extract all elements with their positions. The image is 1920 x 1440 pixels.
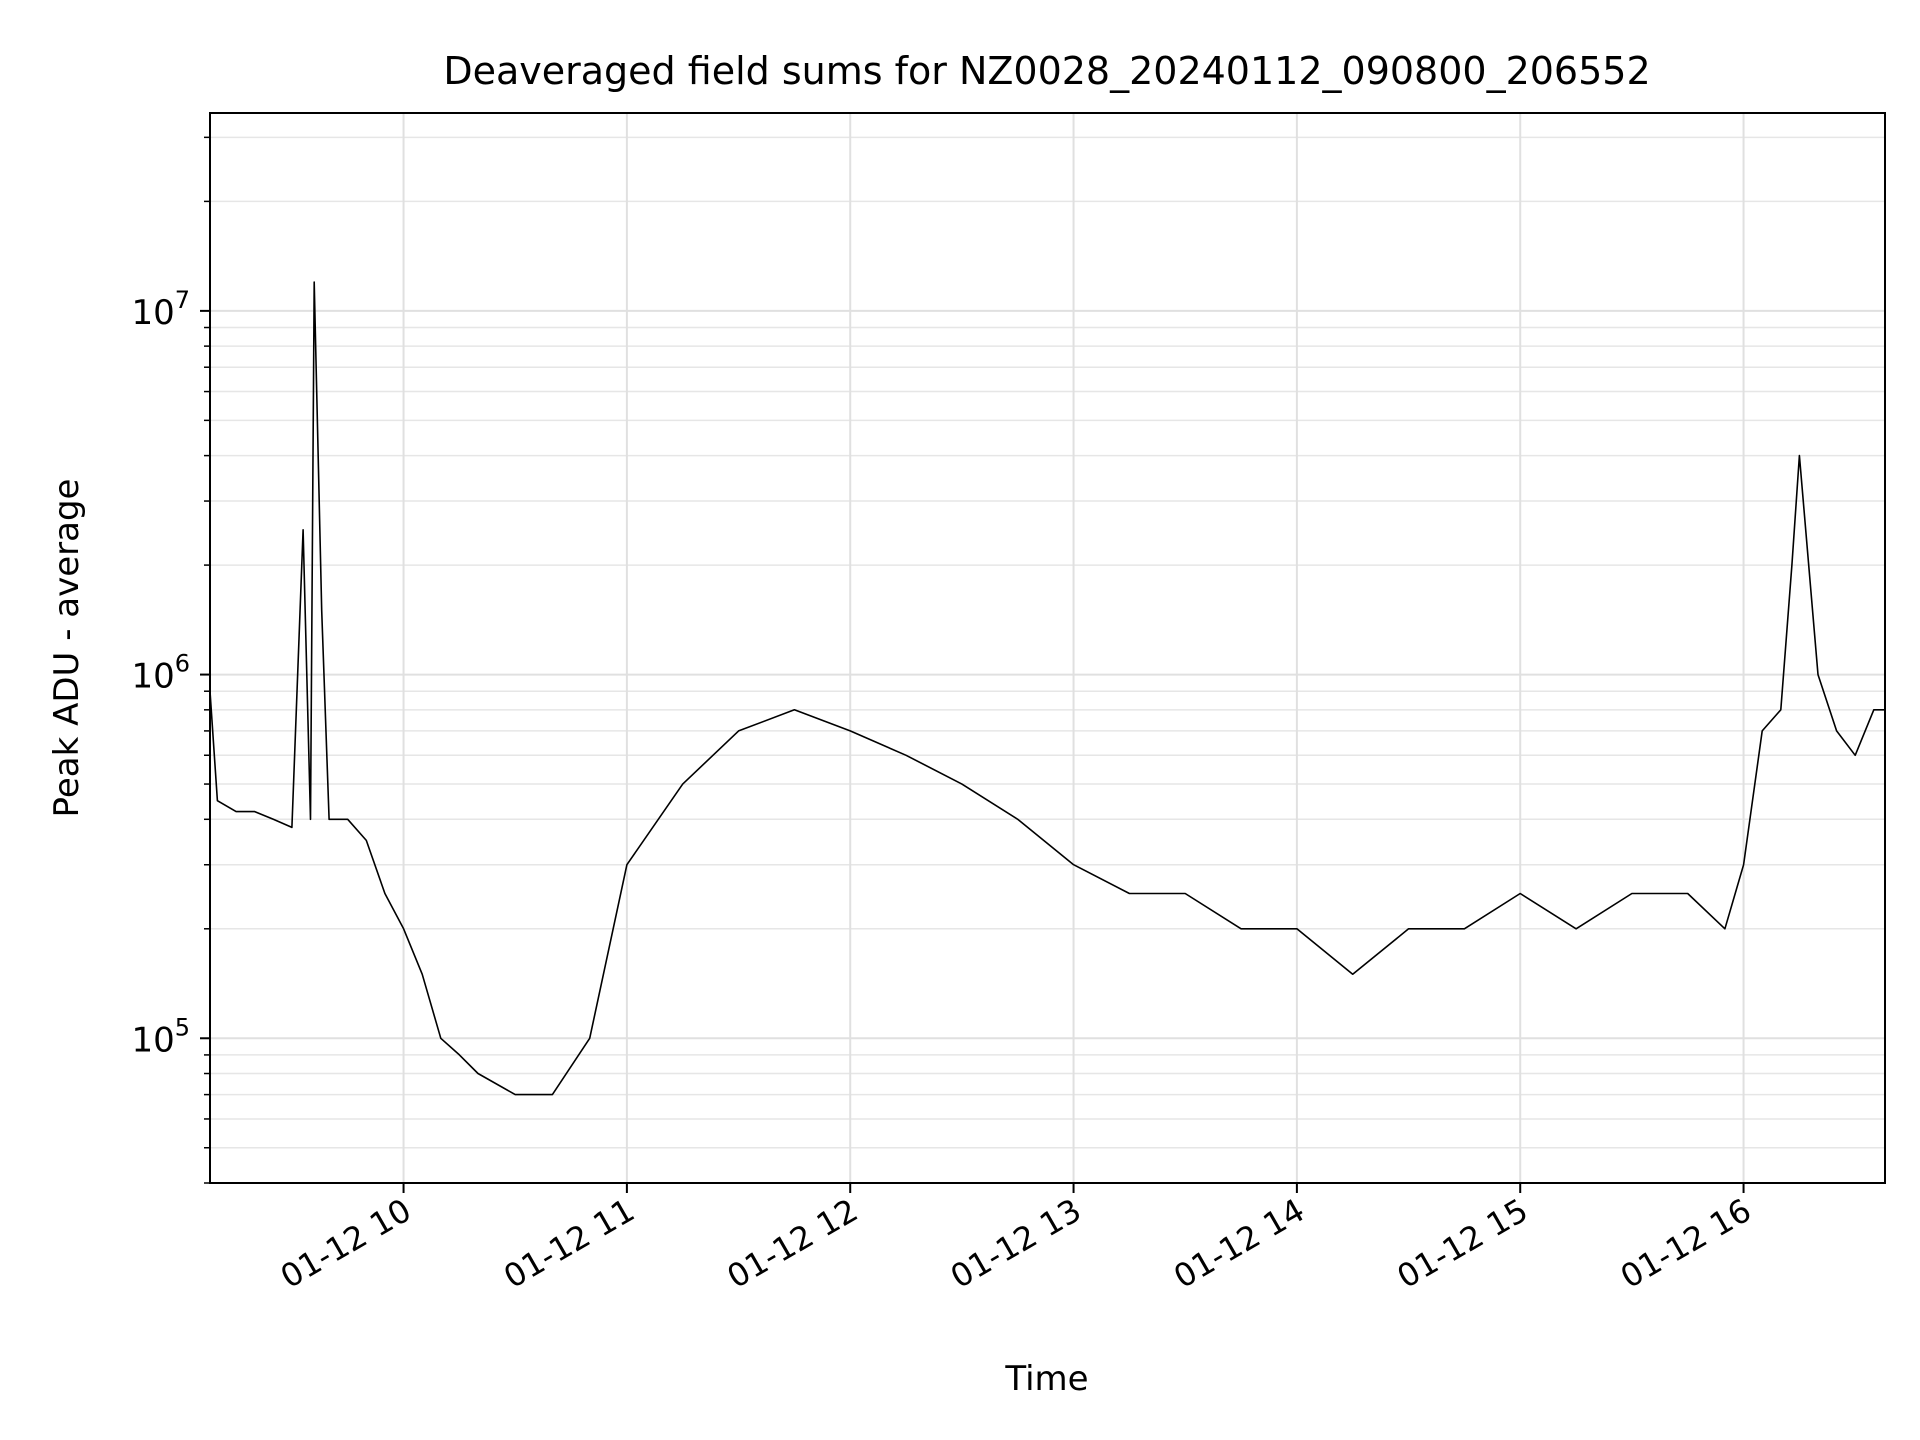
y-axis-label: Peak ADU - average <box>47 479 87 818</box>
y-tick-label: 106 <box>131 650 190 697</box>
y-tick-label: 105 <box>131 1013 190 1060</box>
x-axis-label: Time <box>1004 1359 1088 1399</box>
plot-frame <box>209 112 1886 1184</box>
series-line <box>209 281 1885 1096</box>
grid <box>210 113 1885 1184</box>
data-line-layer <box>209 281 1885 1096</box>
y-tick-label: 107 <box>131 286 190 333</box>
chart-title: Deaveraged field sums for NZ0028_2024011… <box>443 49 1650 93</box>
